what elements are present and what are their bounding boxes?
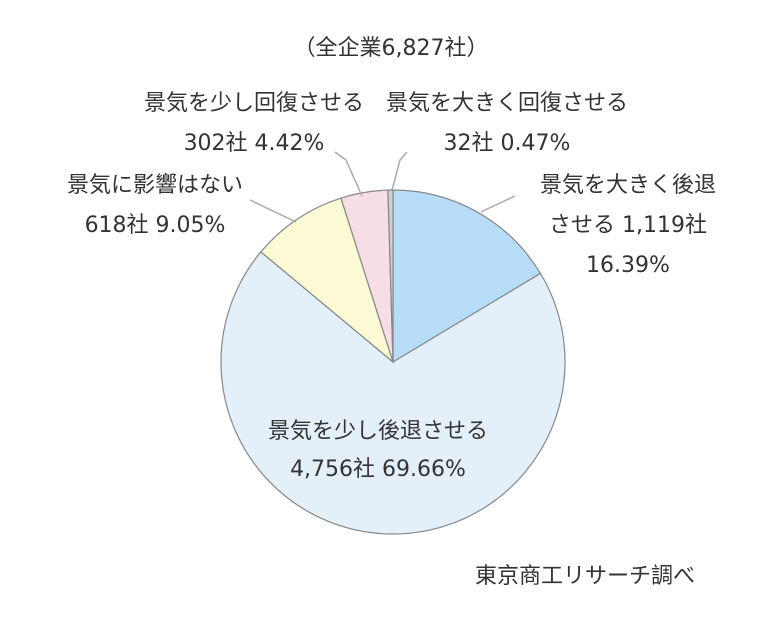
slice-label: 景気を大きく後退させる 1,119社 16.39% xyxy=(540,173,716,278)
slice-label-line: 景気を少し後退させる xyxy=(268,419,488,444)
pie-slice xyxy=(260,197,395,364)
slice-label-line: 618社 9.05% xyxy=(85,213,226,238)
slice-label: 景気に影響はない 618社 9.05% xyxy=(67,173,243,238)
slice-label-line: 16.39% xyxy=(586,253,670,278)
source-note: 東京商工リサーチ調べ xyxy=(475,564,695,589)
leader-line xyxy=(249,199,297,223)
slice-label: 景気を少し回復させる 302社 4.42% xyxy=(144,91,364,156)
slice-label-line: させる 1,119社 xyxy=(549,213,707,238)
chart-title: （全企業6,827社） xyxy=(294,36,489,61)
slice-label-line: 景気を大きく回復させる xyxy=(386,91,628,116)
pie-slice xyxy=(220,251,566,535)
leader-line xyxy=(334,151,363,197)
slice-label-line: 景気に影響はない xyxy=(67,173,243,198)
leader-line xyxy=(480,195,516,213)
slice-label-line: 32社 0.47% xyxy=(444,131,571,156)
leader-lines xyxy=(249,151,516,223)
slice-label-line: 302社 4.42% xyxy=(184,131,325,156)
slice-labels: 景気を大きく後退させる 1,119社 16.39% 景気を少し後退させる 4,756社… xyxy=(67,91,716,482)
slice-label-line: 4,756社 69.66% xyxy=(290,457,466,482)
pie-slices xyxy=(220,189,566,535)
slice-label-line: 景気を少し回復させる xyxy=(144,91,364,116)
pie-slice xyxy=(387,189,394,363)
pie-slice xyxy=(392,189,542,364)
leader-line xyxy=(391,151,408,191)
slice-label-line: 景気を大きく後退 xyxy=(540,173,716,198)
slice-label: 景気を大きく回復させる 32社 0.47% xyxy=(386,91,628,156)
slice-label: 景気を少し後退させる 4,756社 69.66% xyxy=(268,419,488,482)
